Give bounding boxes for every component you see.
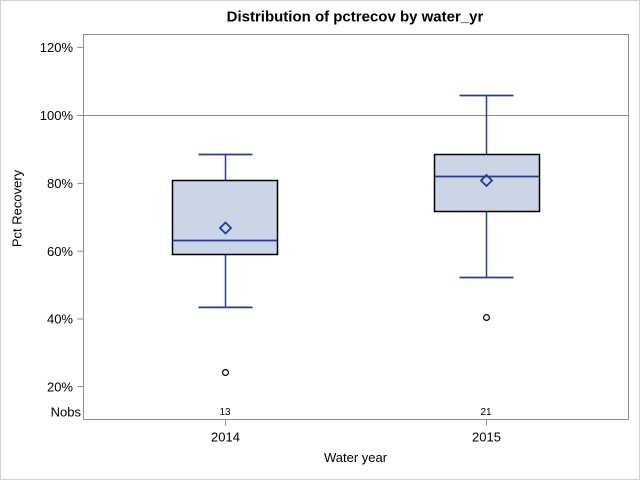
svg-text:Pct Recovery: Pct Recovery	[9, 169, 24, 247]
svg-text:100%: 100%	[40, 108, 74, 123]
svg-text:60%: 60%	[47, 244, 73, 259]
svg-text:13: 13	[219, 407, 231, 418]
svg-text:21: 21	[480, 407, 492, 418]
svg-text:120%: 120%	[40, 40, 74, 55]
svg-text:40%: 40%	[47, 312, 73, 327]
svg-text:2015: 2015	[472, 430, 501, 445]
svg-text:80%: 80%	[47, 176, 73, 191]
svg-text:2014: 2014	[211, 430, 240, 445]
svg-text:Nobs: Nobs	[51, 405, 82, 420]
svg-text:Distribution of pctrecov by wa: Distribution of pctrecov by water_yr	[227, 8, 484, 25]
svg-text:Water year: Water year	[324, 450, 388, 465]
svg-text:20%: 20%	[47, 379, 73, 394]
